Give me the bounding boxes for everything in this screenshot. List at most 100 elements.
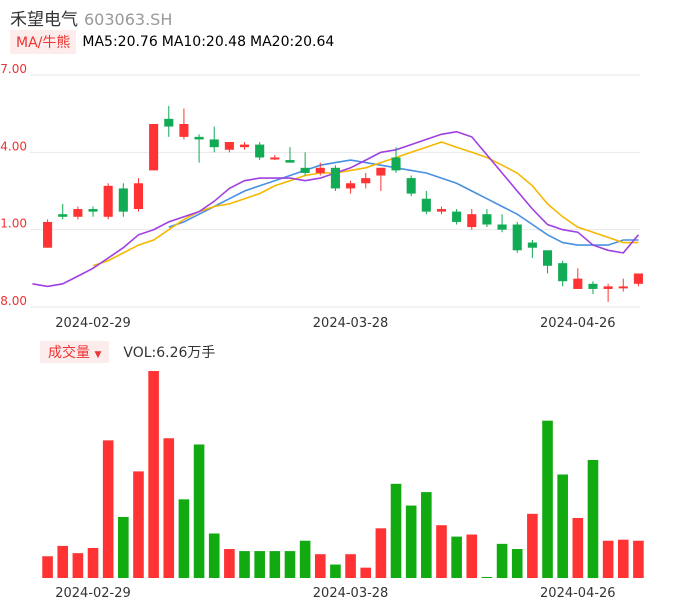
- volume-bar: [542, 420, 553, 578]
- volume-bar: [345, 554, 356, 578]
- ma-tag-button[interactable]: MA/牛熊: [10, 30, 77, 54]
- price-x-tick-label: 2024-02-29: [55, 316, 131, 331]
- volume-tag-button[interactable]: 成交量 ▼: [40, 341, 110, 363]
- volume-bar: [375, 528, 387, 578]
- volume-bar: [42, 556, 53, 578]
- stock-code: 603063.SH: [84, 10, 173, 29]
- volume-bar: [224, 549, 235, 578]
- volume-x-tick-label: 2024-04-26: [540, 586, 616, 601]
- volume-bar: [284, 551, 296, 578]
- candle-body: [452, 211, 462, 222]
- ma20-line: [168, 159, 639, 246]
- candle-body: [603, 286, 613, 289]
- volume-bar: [118, 516, 129, 578]
- candle-body: [391, 157, 401, 171]
- candle-body: [255, 144, 265, 158]
- volume-bar: [557, 474, 568, 578]
- volume-bar: [390, 483, 402, 578]
- volume-bar: [330, 564, 341, 578]
- candle-body: [43, 221, 53, 248]
- candle-body: [315, 167, 325, 173]
- volume-bar: [405, 505, 417, 578]
- candle-body: [482, 214, 492, 225]
- y-tick-label: 21.00: [0, 217, 27, 231]
- candle-body: [88, 209, 98, 212]
- candle-body: [588, 283, 598, 289]
- candle-body: [179, 123, 189, 137]
- volume-bar: [617, 539, 629, 578]
- candle-body: [618, 286, 628, 289]
- volume-bar: [602, 540, 614, 578]
- candle-body: [239, 144, 250, 148]
- candle-body: [467, 214, 477, 228]
- volume-tag-label: 成交量: [48, 345, 90, 361]
- volume-x-tick-label: 2024-03-28: [313, 586, 389, 601]
- candle-body: [103, 185, 113, 217]
- volume-bar: [239, 551, 250, 578]
- volume-x-tick-label: 2024-02-29: [55, 586, 131, 601]
- candle-body: [300, 167, 310, 173]
- volume-bar: [163, 438, 175, 578]
- volume-bar: [587, 460, 599, 578]
- ma10-line: [92, 141, 639, 267]
- y-tick-label: 27.00: [0, 62, 27, 76]
- volume-bar: [511, 549, 523, 578]
- candle-body: [376, 167, 386, 176]
- volume-bar: [360, 567, 372, 578]
- candle-body: [633, 273, 643, 284]
- candle-body: [406, 178, 416, 194]
- volume-bar: [421, 492, 432, 578]
- volume-bar: [496, 543, 508, 578]
- candle-body: [285, 160, 295, 163]
- candle-body: [512, 224, 522, 251]
- candle-body: [497, 224, 507, 230]
- candle-body: [573, 278, 583, 289]
- volume-bar: [527, 513, 538, 578]
- candle-body: [58, 214, 68, 217]
- stock-title: 禾望电气 603063.SH: [10, 5, 172, 30]
- candle-body: [436, 209, 447, 212]
- volume-bar: [148, 371, 159, 578]
- volume-bar: [133, 471, 144, 578]
- candle-body: [224, 142, 234, 150]
- volume-bar: [102, 440, 114, 578]
- volume-bar: [633, 540, 644, 578]
- volume-bar: [451, 536, 462, 578]
- ma20-label: MA20:20.64: [250, 34, 335, 50]
- stock-name: 禾望电气: [10, 10, 78, 30]
- candle-body: [149, 123, 159, 171]
- volume-bar: [57, 545, 69, 578]
- volume-bar: [178, 499, 190, 578]
- candle-body: [164, 118, 174, 127]
- candle-body: [542, 250, 553, 266]
- candle-body: [527, 242, 537, 248]
- candle-body: [194, 136, 204, 140]
- volume-legend: 成交量 ▼ VOL:6.26万手: [40, 341, 216, 363]
- candle-body: [421, 198, 431, 212]
- volume-bar: [314, 554, 326, 578]
- candle-body: [346, 183, 356, 189]
- volume-bar: [466, 534, 478, 578]
- volume-bar: [436, 525, 447, 578]
- volume-bar: [87, 547, 99, 578]
- ma-legend: MA/牛熊 MA5:20.76 MA10:20.48 MA20:20.64: [10, 30, 338, 54]
- y-tick-label: 24.00: [0, 139, 27, 153]
- y-tick-label: 18.00: [0, 294, 27, 308]
- candle-body: [73, 209, 83, 217]
- volume-bar: [254, 551, 265, 578]
- dropdown-arrow-icon: ▼: [94, 350, 102, 360]
- volume-bar: [208, 533, 220, 578]
- volume-bar: [72, 553, 84, 578]
- volume-value: VOL:6.26万手: [123, 345, 216, 361]
- volume-bar: [193, 444, 205, 578]
- volume-bar: [572, 517, 584, 578]
- candle-body: [361, 178, 371, 184]
- candle-body: [558, 263, 568, 282]
- volume-bar: [269, 551, 281, 578]
- price-x-tick-label: 2024-04-26: [540, 316, 616, 331]
- price-x-tick-label: 2024-03-28: [313, 316, 389, 331]
- candle-body: [270, 157, 280, 160]
- candle-body: [330, 167, 340, 189]
- candle-body: [133, 183, 144, 210]
